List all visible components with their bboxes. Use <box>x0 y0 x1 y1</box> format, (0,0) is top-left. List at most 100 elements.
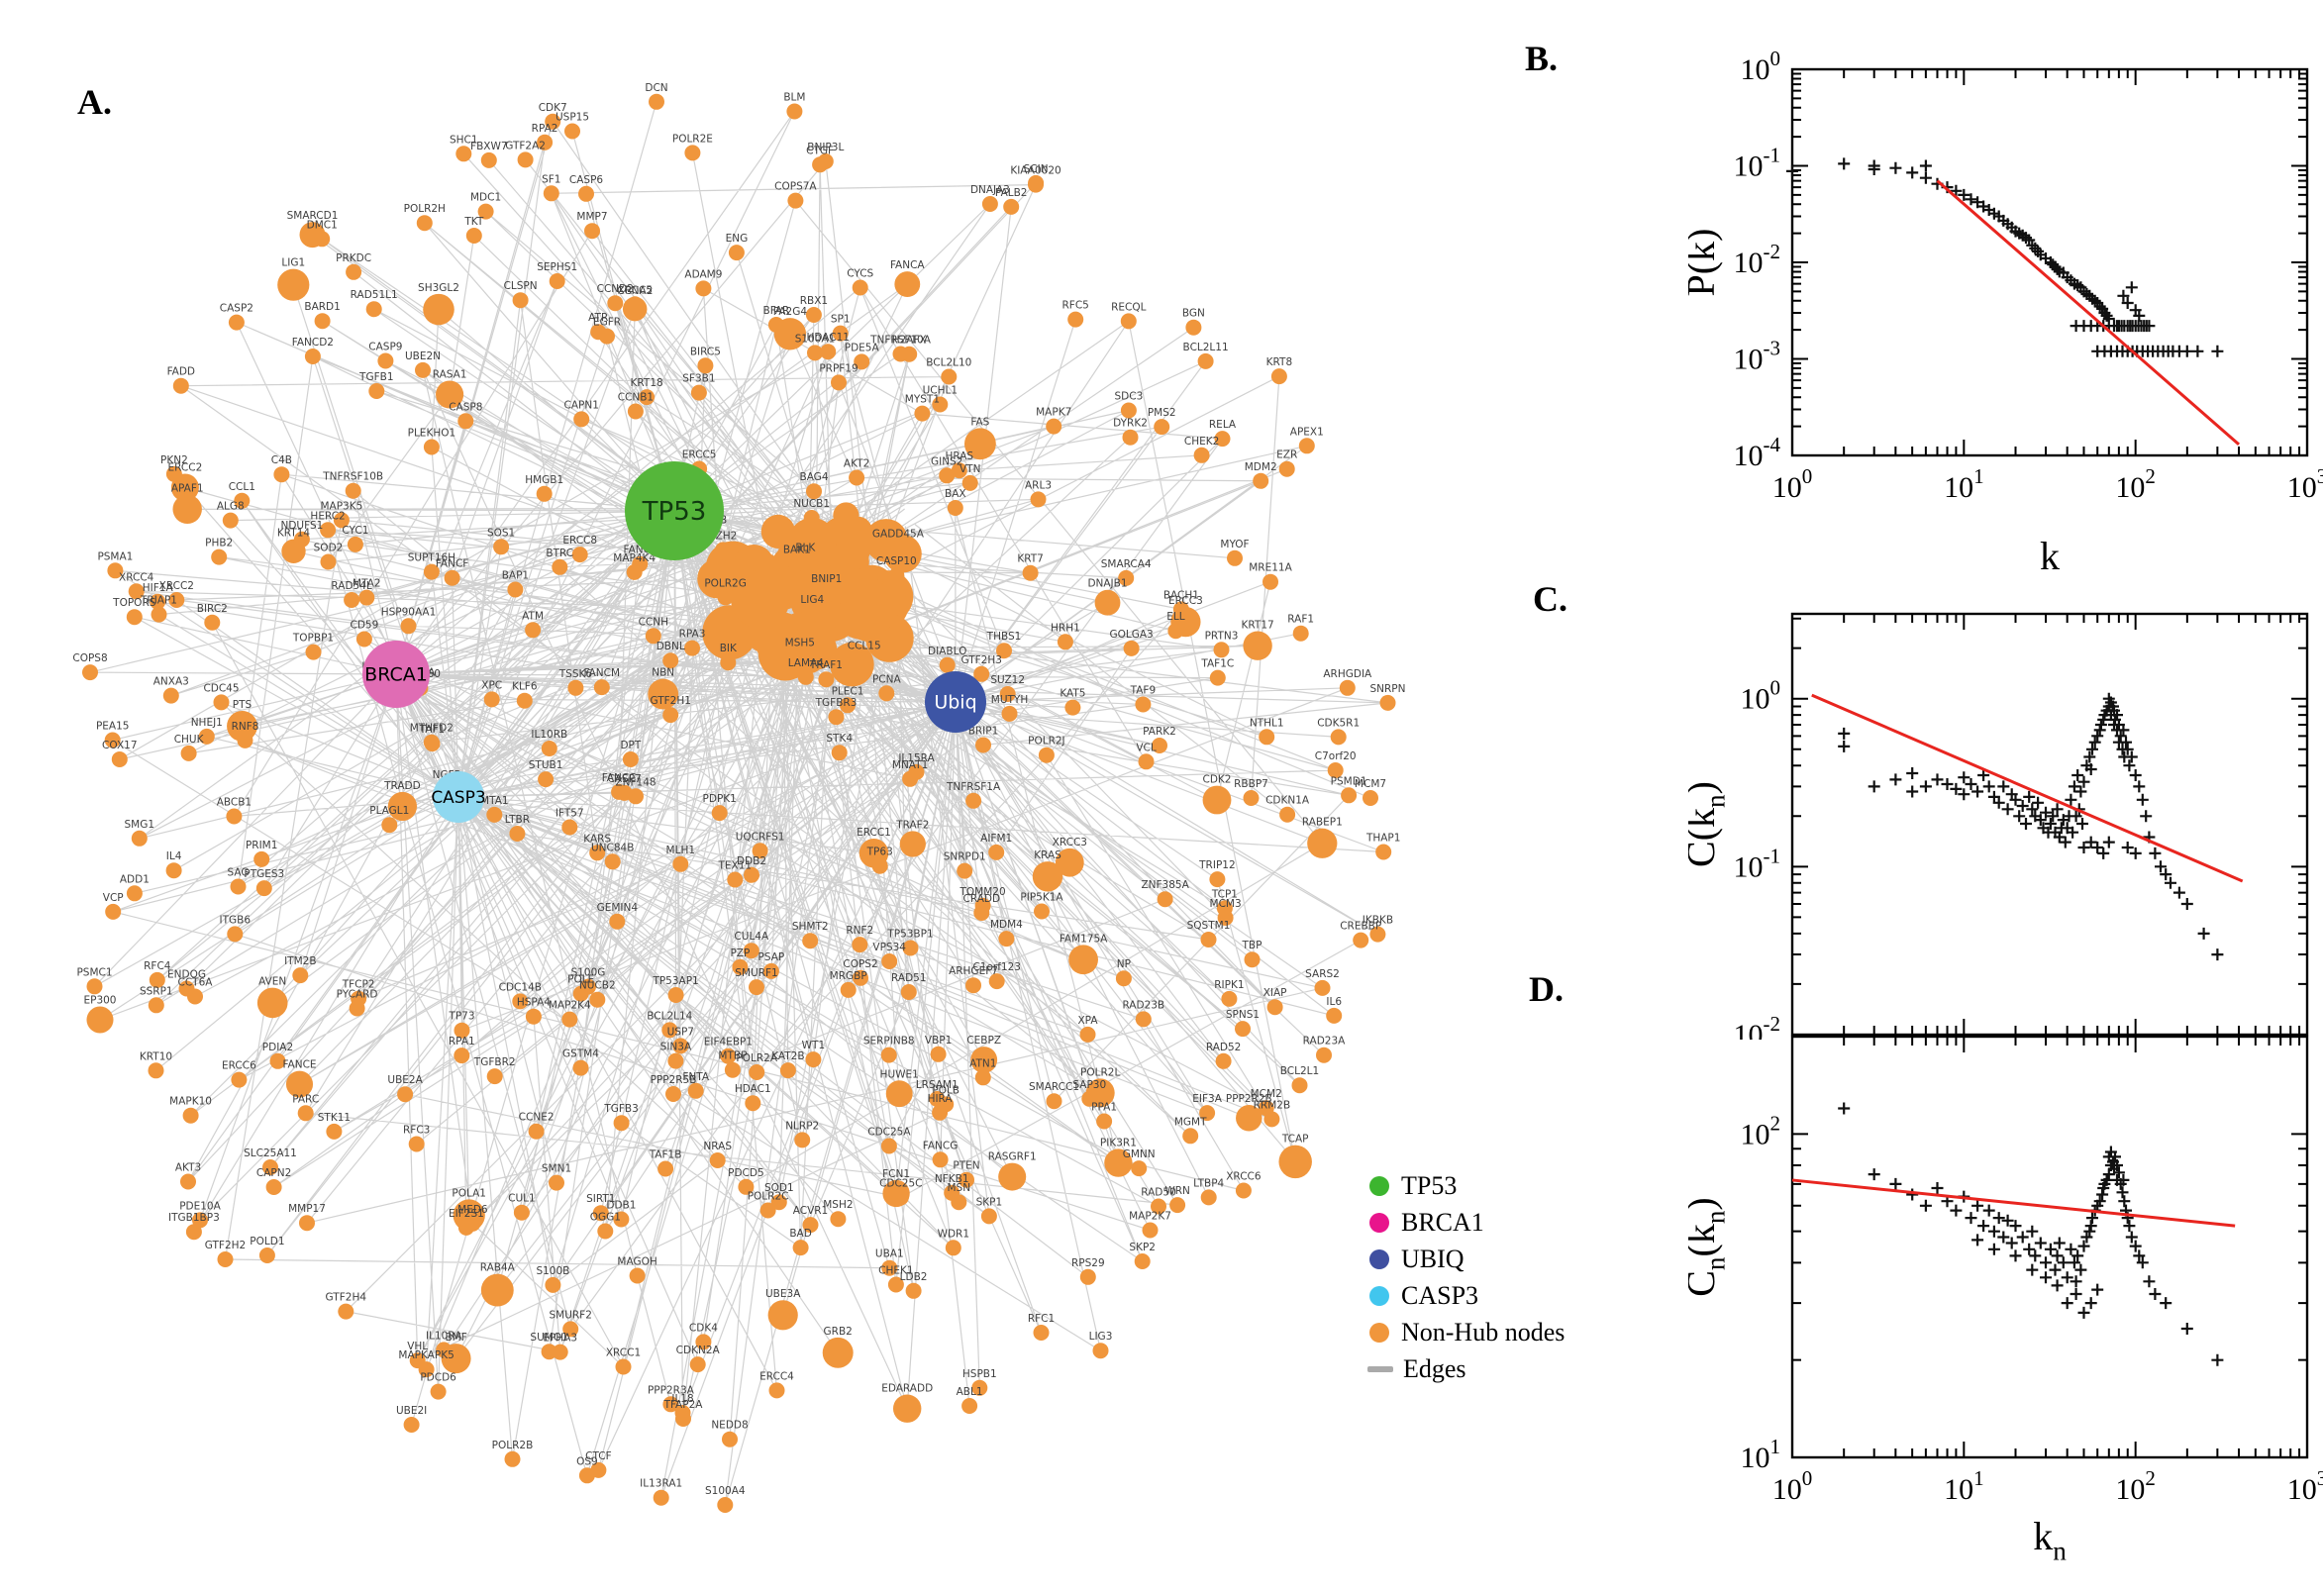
node-label: VBP1 <box>925 1035 952 1047</box>
non-hub-node <box>1375 844 1392 860</box>
node-label: CHEK2 <box>1184 436 1219 448</box>
non-hub-node <box>759 1202 776 1219</box>
node-label: SCIN <box>1024 163 1049 175</box>
node-swatch-icon <box>1369 1249 1389 1269</box>
node-label: IFT57 <box>556 808 584 820</box>
node-label: CCL1 <box>229 481 255 493</box>
node-label: POLD1 <box>250 1236 284 1247</box>
non-hub-node <box>1353 932 1369 948</box>
node-label: TRIP12 <box>1198 859 1236 871</box>
node-label: IKBKB <box>1363 915 1393 927</box>
node-label: RBX1 <box>800 295 828 307</box>
non-hub-node <box>1270 368 1287 385</box>
non-hub-node <box>1079 1268 1096 1285</box>
node-label: PDIA2 <box>262 1042 293 1053</box>
non-hub-node <box>423 293 454 326</box>
node-label: SIRT1 <box>586 1193 615 1205</box>
non-hub-node <box>255 880 272 897</box>
node-label: CDC25C <box>879 1178 922 1190</box>
non-hub-node <box>304 349 321 364</box>
non-hub-node <box>543 185 559 202</box>
node-label: NEDD8 <box>711 1420 748 1432</box>
hub-node-brca1: BRCA1 <box>362 641 430 708</box>
node-label: MDM4 <box>990 919 1023 931</box>
node-label: DNAJB1 <box>1087 578 1127 590</box>
scatter-points <box>1838 692 2224 961</box>
non-hub-node <box>988 844 1005 860</box>
non-hub-node <box>234 492 251 509</box>
node-label: SF1 <box>542 173 560 185</box>
node-label: PKN2 <box>160 454 188 466</box>
node-label: LIG3 <box>1089 1331 1113 1343</box>
non-hub-node <box>464 1215 481 1232</box>
node-label: BCL2L14 <box>647 1010 692 1022</box>
node-label: UBA1 <box>875 1248 904 1260</box>
node-label: MMP17 <box>288 1203 326 1215</box>
non-hub-node <box>415 361 431 378</box>
node-label: CAPN2 <box>256 1167 291 1179</box>
node-label: SH3GL2 <box>418 282 459 294</box>
non-hub-node <box>973 665 990 682</box>
node-label: PMS2 <box>1148 407 1176 419</box>
axis-ticks <box>1791 614 2308 1036</box>
node-label: COX17 <box>102 740 137 751</box>
node-swatch-icon <box>1369 1323 1389 1343</box>
non-hub-node <box>1046 418 1062 435</box>
node-label: EIF3A <box>1192 1093 1222 1105</box>
node-label: DIABLO <box>928 646 966 657</box>
node-label: TBP <box>1242 940 1262 951</box>
non-hub-node <box>538 771 555 788</box>
non-hub-node <box>549 1174 564 1191</box>
node-label: ERCC6 <box>222 1060 256 1072</box>
non-hub-node <box>880 1047 897 1063</box>
non-hub-node <box>1193 447 1210 463</box>
node-label: TFCP2 <box>342 979 375 991</box>
non-hub-node <box>889 540 906 556</box>
node-label: HIF1A <box>143 582 174 594</box>
node-label: KRAS <box>1034 849 1061 861</box>
node-label: FANCD2 <box>292 337 334 349</box>
non-hub-node <box>684 640 700 656</box>
node-label: ATM <box>522 610 544 622</box>
non-hub-node <box>105 903 122 920</box>
hub-label: CASP3 <box>431 788 485 808</box>
axis-tick-label: 100 <box>1772 464 1813 504</box>
axis-tick-label: 100 <box>1741 676 1781 716</box>
node-label: NP <box>1117 958 1131 970</box>
node-label: CASP10 <box>876 555 917 567</box>
non-hub-node <box>561 819 578 836</box>
node-label: XRCC5 <box>618 284 653 296</box>
non-hub-node <box>792 1240 809 1256</box>
node-label: S100A1 <box>795 333 836 345</box>
node-label: PTS <box>233 699 252 711</box>
node-label: PALB2 <box>995 187 1028 199</box>
non-hub-node <box>599 328 615 345</box>
non-hub-node <box>1200 932 1217 948</box>
node-label: SIN3A <box>660 1042 692 1053</box>
non-hub-node <box>797 668 814 685</box>
legend-label: Edges <box>1403 1354 1466 1383</box>
node-label: SF3B1 <box>682 373 715 385</box>
node-label: SUPT16H <box>408 552 455 564</box>
non-hub-node <box>320 553 337 570</box>
node-label: RPA1 <box>449 1036 475 1047</box>
non-hub-node <box>355 631 372 648</box>
non-hub-node <box>512 292 529 309</box>
network-panel: MLH1 MSH2 MSH5 PMS2 MGMT NTHL1 OGG1 MUTYH APEX1 X… <box>15 25 1470 1589</box>
node-label: PCNA <box>872 673 902 685</box>
node-label: PPP2R3A <box>648 1384 695 1396</box>
node-label: ENDOG <box>167 969 206 981</box>
scatter-points <box>1786 157 2224 357</box>
non-hub-node <box>320 522 337 539</box>
non-hub-node <box>126 609 143 626</box>
non-hub-node <box>349 1000 365 1017</box>
node-label: MDC1 <box>470 192 501 204</box>
node-label: CASP8 <box>449 401 482 413</box>
non-hub-node <box>797 553 814 570</box>
node-label: SNRPN <box>1369 683 1405 695</box>
node-label: XRCC4 <box>119 571 154 583</box>
non-hub-node <box>111 751 128 767</box>
non-hub-node <box>545 113 561 130</box>
axis-ticks <box>1791 1036 2308 1458</box>
node-label: PRKDC <box>336 252 371 264</box>
